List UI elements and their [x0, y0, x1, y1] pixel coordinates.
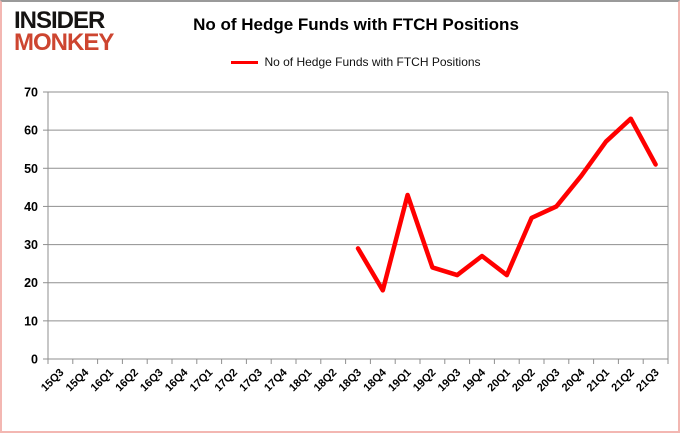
legend-line-swatch [231, 60, 259, 64]
y-axis-label: 60 [24, 124, 38, 138]
insider-monkey-logo: INSIDER MONKEY [14, 7, 114, 57]
x-axis-label: 16Q1 [89, 367, 117, 395]
x-axis-label: 19Q2 [411, 367, 439, 395]
x-axis-label: 17Q4 [262, 366, 290, 394]
x-axis-label: 17Q3 [237, 367, 265, 395]
legend-label: No of Hedge Funds with FTCH Positions [264, 55, 481, 69]
x-axis-label: 18Q2 [312, 367, 340, 395]
x-axis-label: 19Q4 [461, 366, 489, 394]
y-axis-label: 20 [24, 276, 38, 290]
x-axis-label: 21Q2 [609, 367, 637, 395]
legend: No of Hedge Funds with FTCH Positions [18, 55, 678, 69]
logo-text-insider: INSIDER [14, 7, 105, 34]
x-axis-label: 20Q4 [560, 366, 588, 394]
x-axis-label: 20Q2 [510, 367, 538, 395]
x-axis-label: 19Q1 [386, 367, 414, 395]
x-axis-label: 16Q3 [138, 367, 166, 395]
series-line [355, 116, 658, 293]
y-axis-label: 30 [24, 238, 38, 252]
y-axis-label: 40 [24, 200, 38, 214]
x-axis-label: 16Q2 [113, 367, 141, 395]
x-axis-label: 21Q3 [634, 367, 662, 395]
logo-text-monkey: MONKEY [14, 29, 114, 57]
y-axis-label: 50 [24, 162, 38, 176]
x-axis-label: 18Q1 [287, 367, 315, 395]
x-axis-label: 20Q1 [485, 367, 513, 395]
x-axis-label: 17Q1 [188, 367, 216, 395]
x-axis-label: 20Q3 [535, 367, 563, 395]
y-axis-label: 0 [31, 353, 38, 367]
x-axis-label: 15Q3 [39, 367, 67, 395]
x-axis-label: 18Q4 [361, 366, 389, 394]
x-axis-label: 18Q3 [337, 367, 365, 395]
x-axis-label: 17Q2 [213, 367, 241, 395]
x-axis-label: 16Q4 [163, 366, 191, 394]
chart-title: No of Hedge Funds with FTCH Positions [193, 15, 519, 34]
y-axis-label: 70 [24, 86, 38, 100]
x-axis-label: 15Q4 [64, 366, 92, 394]
x-axis-label: 21Q1 [585, 367, 613, 395]
y-axis-label: 10 [24, 314, 38, 328]
x-axis-label: 19Q3 [436, 367, 464, 395]
